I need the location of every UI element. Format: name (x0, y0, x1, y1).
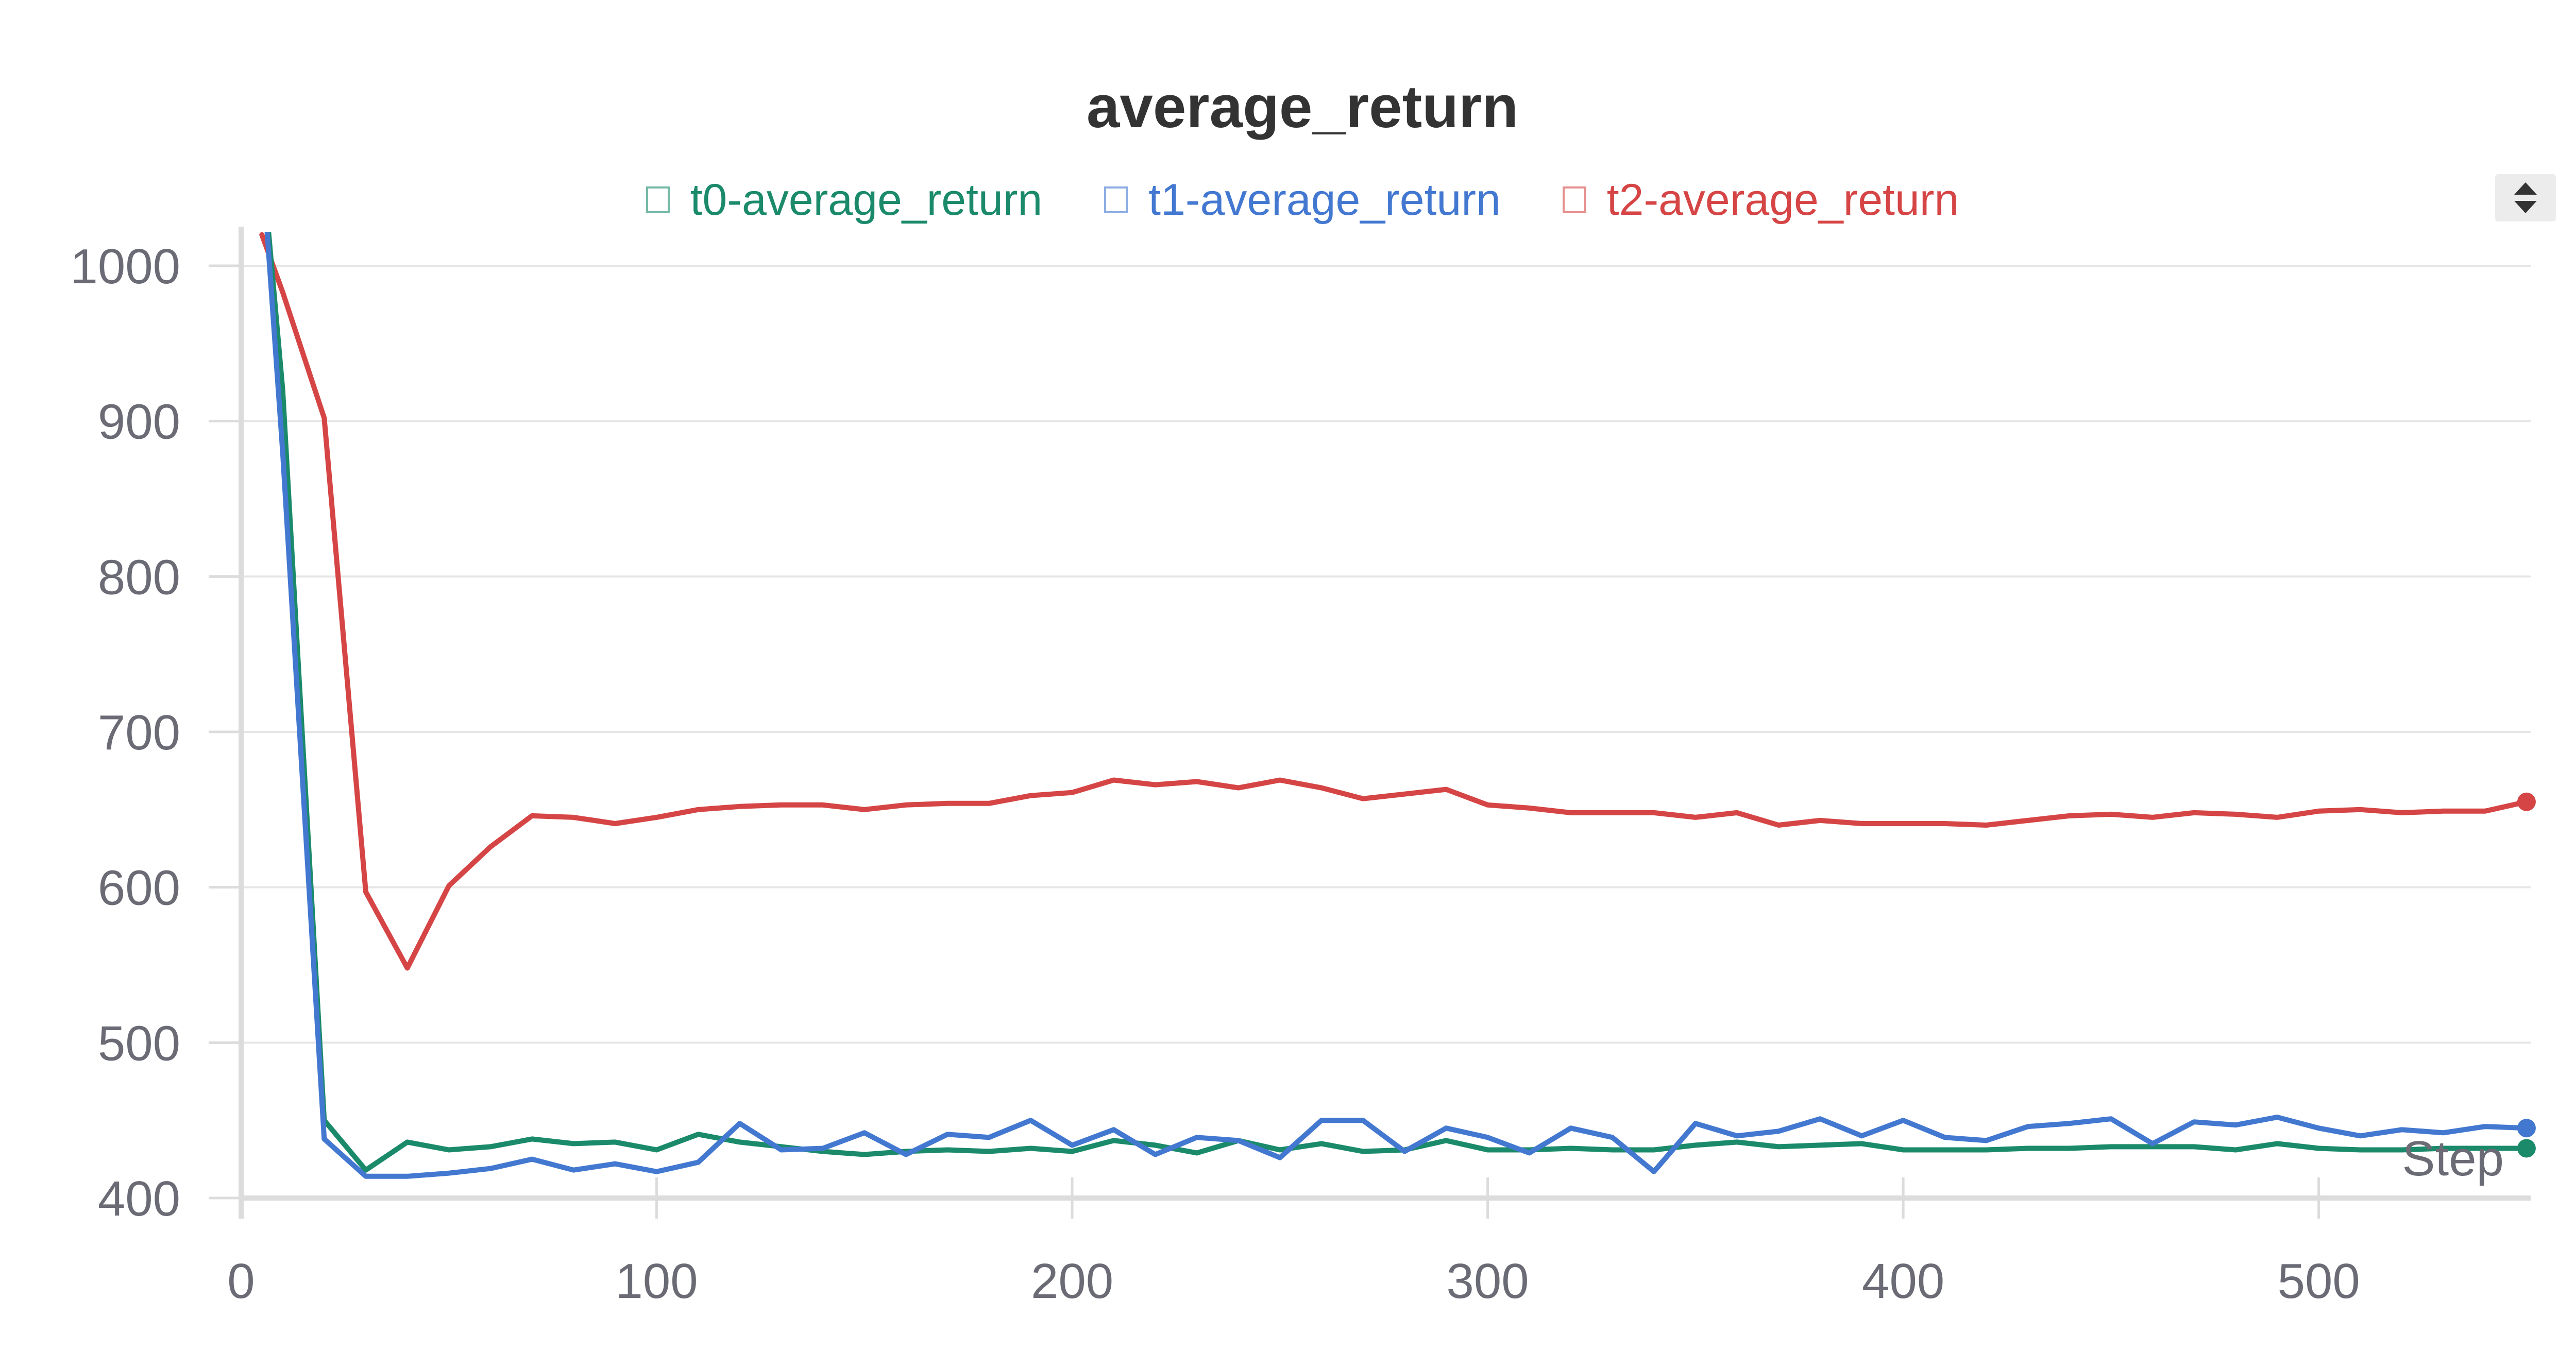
series-line-t1-average_return (264, 232, 2529, 1179)
legend-swatch-t2 (1562, 186, 1586, 214)
legend: t0-average_return t1-average_return t2-a… (0, 170, 2576, 226)
y-tick-label-700: 700 (98, 705, 180, 760)
legend-label-t0: t0-average_return (690, 175, 1043, 225)
tick-labels: 400 500 600 700 800 900 1000 0 100 200 300 400 500 (70, 239, 2360, 1309)
y-tick-label-900: 900 (98, 395, 180, 450)
series-end-markers (2517, 792, 2536, 1158)
x-tick-label-300: 300 (1447, 1254, 1529, 1309)
legend-entry-t2[interactable]: t2-average_return (1562, 172, 1959, 226)
y-tick-label-1000: 1000 (70, 239, 180, 294)
y-tick-label-600: 600 (98, 861, 180, 916)
legend-label-t1: t1-average_return (1148, 175, 1501, 225)
chart-title: average_return (1086, 73, 1519, 140)
axes (209, 227, 2531, 1219)
y-tick-label-500: 500 (98, 1016, 180, 1071)
x-axis-label: Step (2402, 1131, 2504, 1186)
legend-swatch-t1 (1104, 186, 1128, 214)
series-lines (259, 232, 2529, 1179)
end-marker-t0-average_return (2517, 1139, 2536, 1158)
x-tick-label-200: 200 (1031, 1254, 1113, 1309)
series-line-t0-average_return (266, 232, 2529, 1173)
legend-swatch-t0 (646, 186, 670, 214)
legend-entry-t1[interactable]: t1-average_return (1104, 172, 1501, 226)
end-marker-t2-average_return (2517, 792, 2536, 811)
legend-label-t2: t2-average_return (1606, 175, 1959, 225)
x-tick-label-400: 400 (1862, 1254, 1944, 1309)
y-tick-label-800: 800 (98, 550, 180, 605)
x-tick-label-0: 0 (227, 1254, 255, 1309)
sort-arrows-icon (2514, 182, 2537, 213)
legend-sort-toggle-button[interactable] (2495, 174, 2556, 221)
y-tick-label-400: 400 (98, 1171, 180, 1226)
x-tick-label-500: 500 (2278, 1254, 2360, 1309)
x-tick-label-100: 100 (615, 1254, 698, 1309)
end-marker-t1-average_return (2517, 1119, 2536, 1138)
gridlines (241, 265, 2531, 1044)
series-line-t2-average_return (259, 232, 2529, 971)
legend-entry-t0[interactable]: t0-average_return (646, 172, 1043, 226)
